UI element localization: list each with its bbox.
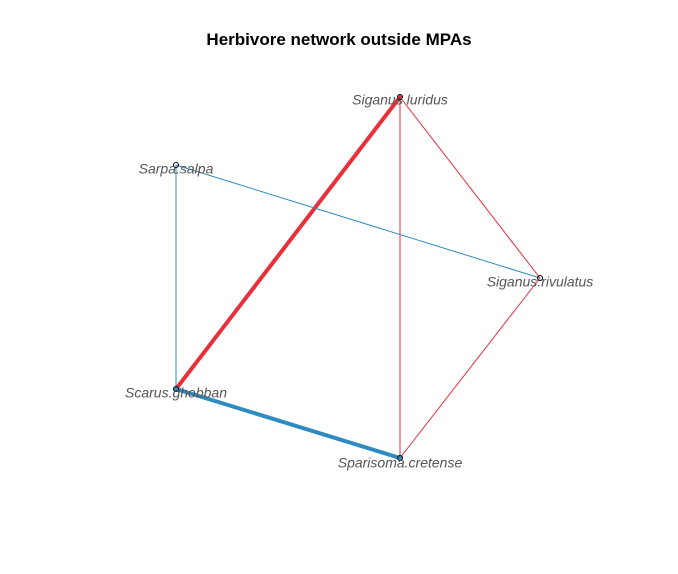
figure-title: Herbivore network outside MPAs	[206, 30, 472, 49]
labels-layer: Siganus luridus Sarpa.salpa Siganus.rivula…	[125, 92, 593, 471]
node-siganus_rivulatus	[537, 275, 543, 281]
node-sarpa_salpa	[173, 162, 179, 168]
node-label-scarus_ghobban: Scarus.ghobban	[125, 385, 227, 401]
edge-scarus_ghobban-sparisoma_cretense	[174, 387, 402, 460]
node-label-siganus_luridus: Siganus luridus	[352, 92, 448, 108]
edge-siganus_luridus-siganus_rivulatus	[399, 96, 541, 279]
node-siganus_luridus	[397, 94, 403, 100]
edges-layer	[174, 95, 541, 460]
node-label-siganus_rivulatus: Siganus.rivulatus	[487, 274, 594, 290]
edge-siganus_luridus-scarus_ghobban	[174, 95, 402, 391]
edge-siganus_rivulatus-sparisoma_cretense	[399, 277, 541, 459]
node-label-sarpa_salpa: Sarpa.salpa	[139, 161, 214, 177]
node-scarus_ghobban	[173, 386, 179, 392]
node-label-sparisoma_cretense: Sparisoma.cretense	[338, 455, 463, 471]
edge-sarpa_salpa-siganus_rivulatus	[175, 164, 541, 279]
nodes-layer	[173, 94, 543, 461]
node-sparisoma_cretense	[397, 455, 403, 461]
